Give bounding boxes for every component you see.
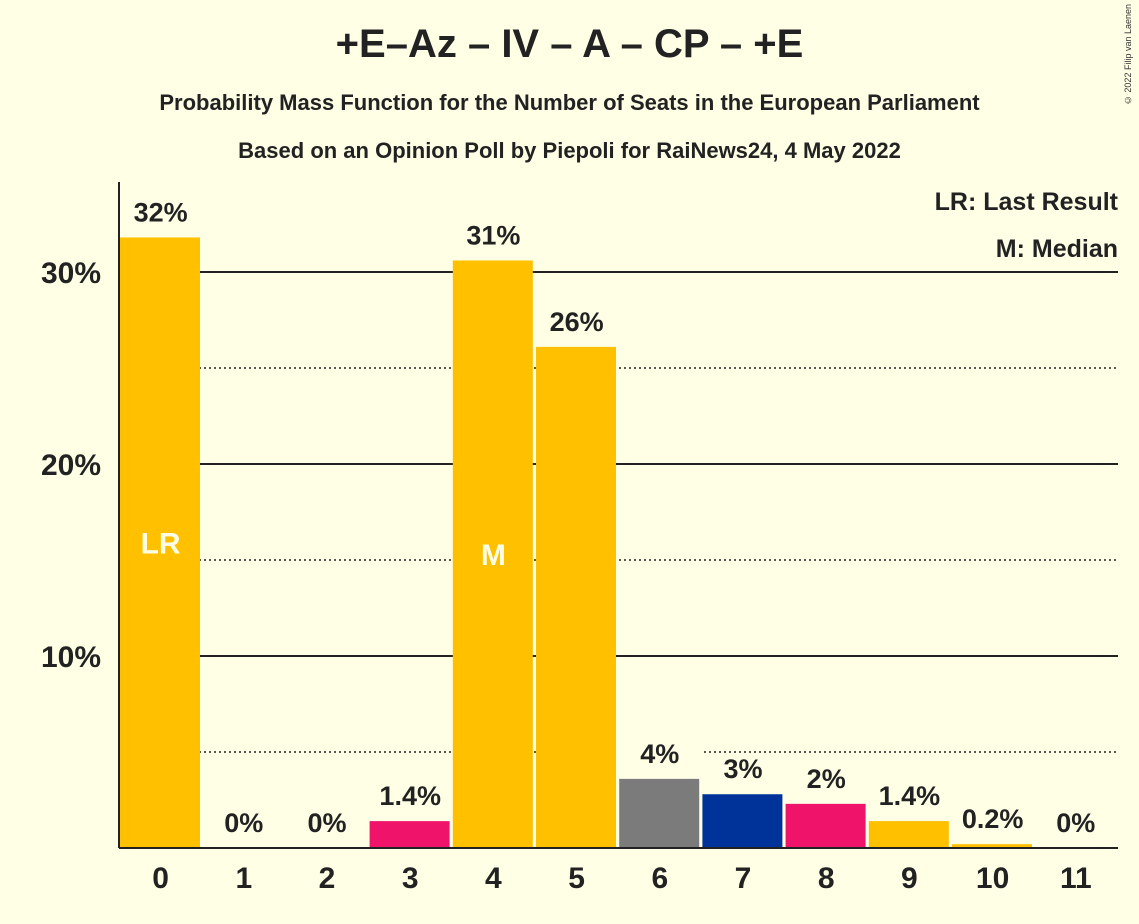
data-label: 31% [466, 220, 520, 250]
bar [868, 821, 949, 848]
legend-median: M: Median [996, 235, 1118, 263]
x-tick-label: 2 [319, 862, 336, 895]
bar [702, 794, 783, 848]
grid-lines [119, 271, 1118, 753]
y-tick-labels: 10% 20% 30% [41, 257, 101, 674]
data-label: 3% [723, 754, 762, 784]
legend-last-result: LR: Last Result [935, 188, 1119, 216]
x-tick-label: 9 [901, 862, 918, 895]
label-backdrop [783, 763, 868, 804]
bar [120, 237, 200, 848]
bar [536, 346, 616, 848]
x-tick-label: 10 [976, 862, 1009, 895]
x-tick-label: 1 [235, 862, 252, 895]
label-backdrop [118, 197, 202, 238]
x-tick-labels: 0 1 2 3 4 5 6 7 8 9 10 11 [152, 862, 1091, 895]
label-backdrop [866, 781, 951, 822]
data-label: 0% [307, 808, 346, 838]
x-tick-label: 4 [485, 862, 502, 895]
x-tick-label: 5 [568, 862, 585, 895]
chart-title: +E–Az – IV – A – CP – +E [335, 22, 804, 66]
label-backdrop [534, 306, 618, 347]
y-tick-label: 20% [41, 449, 101, 482]
x-tick-label: 0 [152, 862, 169, 895]
label-backdrop [950, 804, 1034, 845]
x-tick-label: 3 [402, 862, 419, 895]
label-backdrop [367, 781, 452, 822]
chart-subtitle: Probability Mass Function for the Number… [159, 90, 980, 115]
data-label: 1.4% [379, 781, 441, 811]
data-label: 1.4% [879, 781, 941, 811]
data-label: 32% [134, 197, 188, 227]
x-tick-label: 8 [818, 862, 835, 895]
chart-source: Based on an Opinion Poll by Piepoli for … [238, 138, 901, 163]
data-label: 0% [1056, 808, 1095, 838]
bar [952, 844, 1032, 848]
bars [118, 197, 1034, 849]
bar [369, 821, 450, 848]
y-tick-label: 10% [41, 641, 101, 674]
data-label: 0% [224, 808, 263, 838]
x-tick-label: 6 [651, 862, 668, 895]
label-backdrop [700, 754, 785, 795]
data-label: 2% [807, 764, 846, 794]
data-labels: 32% 0% 0% 1.4% 31% 26% 4% 3% 2% 1.4% 0.2% 0% LR M [134, 197, 1096, 838]
x-tick-label: 7 [735, 862, 752, 895]
data-label: 4% [640, 739, 679, 769]
bar [619, 778, 700, 848]
bar-annotation: M [481, 539, 506, 572]
data-label: 26% [550, 307, 604, 337]
bar-annotation: LR [141, 528, 181, 561]
data-label: 0.2% [962, 804, 1024, 834]
bar [452, 260, 533, 849]
bar [785, 803, 866, 848]
y-tick-label: 30% [41, 257, 101, 290]
x-tick-label: 11 [1060, 862, 1092, 895]
label-backdrop [617, 738, 702, 779]
label-backdrop [450, 220, 535, 261]
